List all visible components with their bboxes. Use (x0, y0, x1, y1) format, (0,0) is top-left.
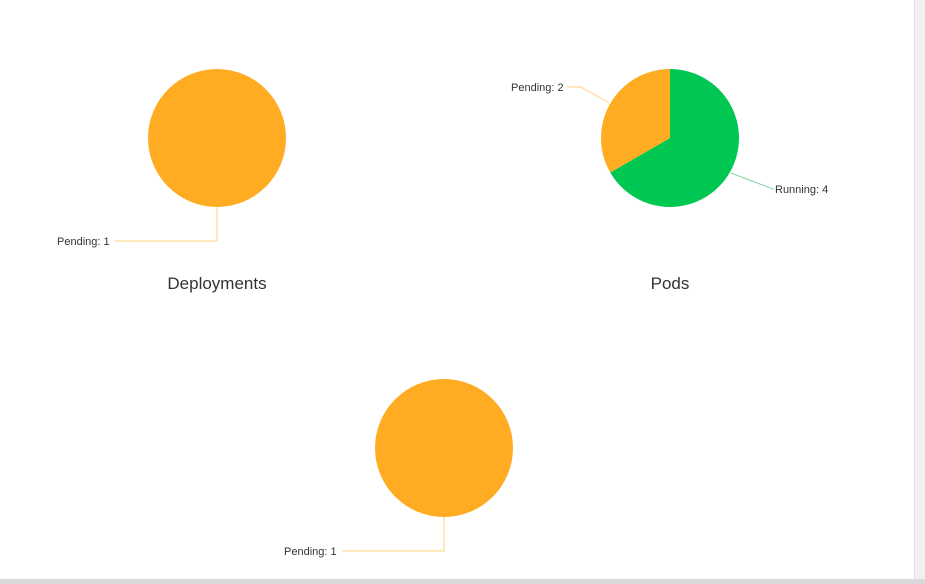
pods-title: Pods (651, 274, 690, 293)
pods-running-label: Running: 4 (775, 184, 828, 196)
deployments-pie (148, 69, 286, 207)
pods-pending-leader-line (567, 86, 610, 104)
bottom-scrollbar[interactable] (0, 579, 925, 584)
third-pending-label: Pending: 1 (284, 546, 337, 558)
third-chart: Pending: 1 (284, 379, 513, 558)
pods-running-leader-line (730, 172, 774, 190)
deployments-chart: Pending: 1 Deployments (57, 69, 286, 293)
deployments-pending-slice[interactable] (148, 69, 286, 207)
charts-canvas: Pending: 1 Deployments Running: 4 Pendin… (57, 69, 828, 558)
third-pending-leader-line (342, 517, 445, 552)
vertical-scrollbar[interactable] (914, 0, 925, 580)
third-pending-slice[interactable] (375, 379, 513, 517)
deployments-pending-label: Pending: 1 (57, 236, 110, 248)
deployments-title: Deployments (167, 274, 266, 293)
pods-pie (601, 69, 739, 207)
pods-running-slice[interactable] (610, 69, 739, 207)
deployments-pending-leader-line (115, 207, 218, 242)
third-pie (375, 379, 513, 517)
pods-pending-slice[interactable] (601, 69, 670, 173)
pods-chart: Running: 4 Pending: 2 Pods (511, 69, 828, 293)
pods-pending-label: Pending: 2 (511, 82, 564, 94)
